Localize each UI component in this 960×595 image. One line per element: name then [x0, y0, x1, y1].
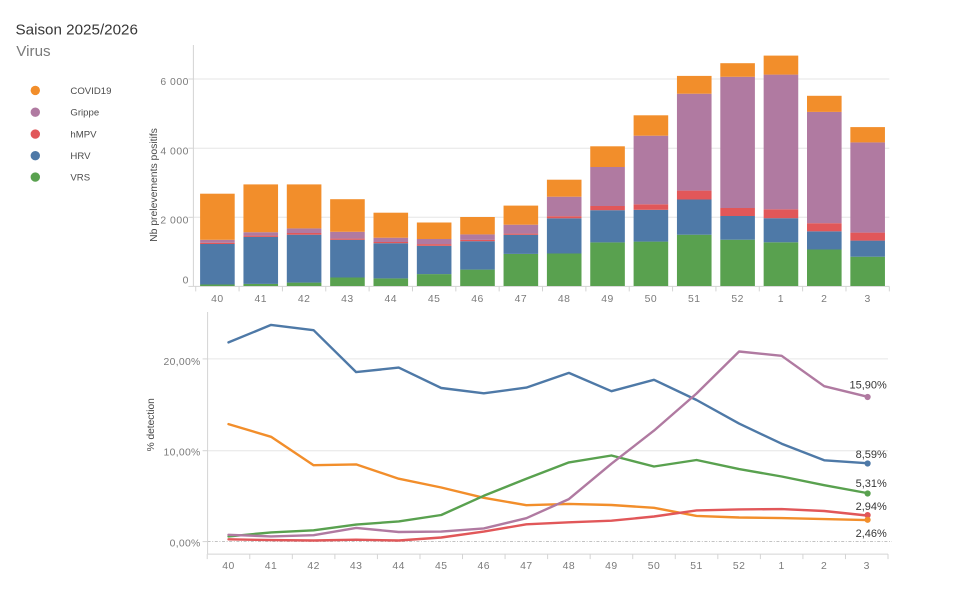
svg-text:VRS: VRS: [70, 173, 90, 184]
svg-text:2,94%: 2,94%: [856, 501, 887, 513]
svg-text:40: 40: [211, 294, 224, 305]
svg-text:49: 49: [605, 561, 618, 572]
svg-text:45: 45: [428, 294, 441, 305]
svg-text:43: 43: [350, 561, 363, 572]
svg-text:10,00%: 10,00%: [164, 447, 201, 458]
svg-text:Saison 2025/2026: Saison 2025/2026: [16, 21, 138, 38]
svg-text:hMPV: hMPV: [70, 130, 97, 141]
svg-text:51: 51: [690, 561, 703, 572]
svg-text:0: 0: [183, 276, 189, 287]
svg-text:40: 40: [222, 561, 235, 572]
svg-text:5,31%: 5,31%: [856, 478, 887, 490]
svg-text:41: 41: [254, 294, 267, 305]
svg-text:Virus: Virus: [16, 43, 51, 60]
svg-text:HRV: HRV: [70, 151, 91, 162]
svg-text:4 000: 4 000: [160, 146, 189, 157]
svg-text:44: 44: [385, 294, 398, 305]
svg-text:2: 2: [821, 561, 827, 572]
svg-text:50: 50: [645, 294, 658, 305]
svg-text:44: 44: [392, 561, 405, 572]
svg-text:52: 52: [733, 561, 746, 572]
svg-text:48: 48: [563, 561, 576, 572]
svg-text:COVID19: COVID19: [70, 86, 111, 97]
svg-text:46: 46: [471, 294, 484, 305]
svg-text:20,00%: 20,00%: [164, 357, 201, 368]
svg-text:1: 1: [778, 294, 784, 305]
svg-text:41: 41: [265, 561, 278, 572]
svg-text:49: 49: [601, 294, 614, 305]
svg-text:0,00%: 0,00%: [170, 539, 201, 550]
svg-text:2: 2: [821, 294, 827, 305]
svg-text:Nb prelevements positifs: Nb prelevements positifs: [149, 128, 160, 242]
svg-text:52: 52: [731, 294, 744, 305]
svg-text:46: 46: [478, 561, 491, 572]
svg-text:51: 51: [688, 294, 701, 305]
svg-text:45: 45: [435, 561, 448, 572]
svg-text:47: 47: [520, 561, 533, 572]
svg-text:47: 47: [515, 294, 528, 305]
svg-text:3: 3: [865, 294, 871, 305]
svg-text:% detection: % detection: [146, 398, 157, 451]
svg-text:43: 43: [341, 294, 354, 305]
svg-text:42: 42: [298, 294, 311, 305]
svg-text:42: 42: [307, 561, 320, 572]
svg-text:6 000: 6 000: [160, 77, 189, 88]
svg-text:8,59%: 8,59%: [856, 449, 887, 461]
svg-text:15,90%: 15,90%: [849, 380, 887, 392]
svg-text:Grippe: Grippe: [70, 108, 99, 119]
svg-text:1: 1: [779, 561, 785, 572]
svg-text:2 000: 2 000: [160, 216, 189, 227]
svg-text:3: 3: [864, 561, 870, 572]
svg-text:2,46%: 2,46%: [856, 528, 887, 540]
svg-text:50: 50: [648, 561, 661, 572]
svg-text:48: 48: [558, 294, 571, 305]
